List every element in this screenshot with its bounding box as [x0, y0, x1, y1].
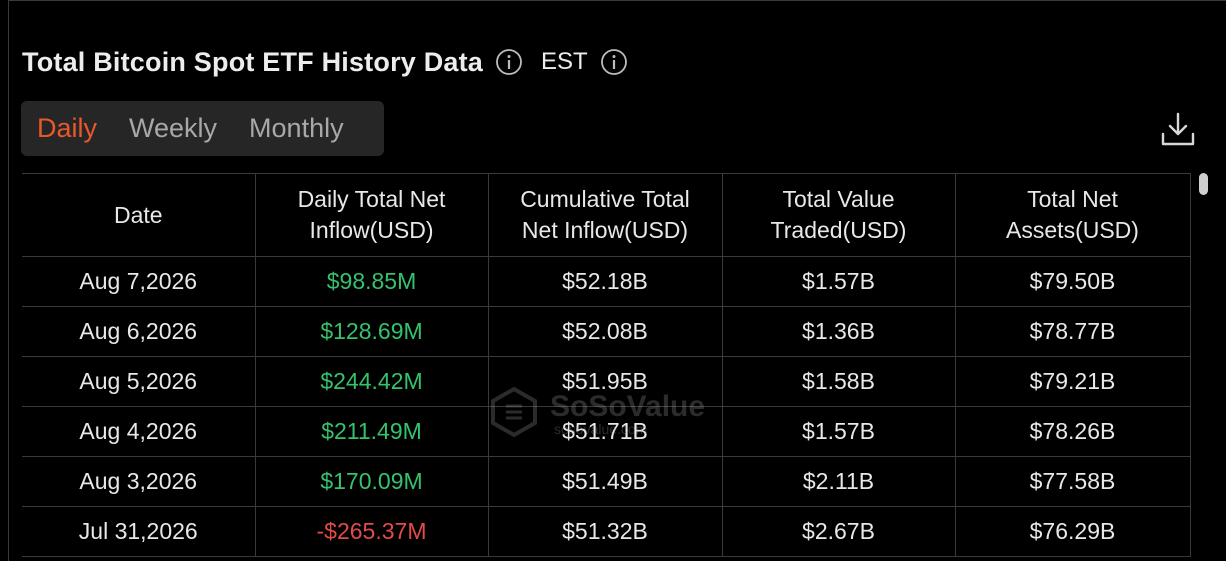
net-assets-cell: $79.50B [954, 256, 1191, 307]
table-row: Aug 7,2026 $98.85M $52.18B $1.57B $79.50… [22, 256, 1191, 307]
etf-history-table: Date Daily Total Net Inflow(USD) Cumulat… [22, 173, 1191, 557]
table-row: Aug 6,2026 $128.69M $52.08B $1.36B $78.7… [22, 306, 1191, 357]
timezone-info-icon[interactable] [600, 48, 628, 76]
cumulative-inflow-cell: $52.08B [487, 306, 723, 357]
period-tabs: Daily Weekly Monthly [21, 101, 384, 156]
table-row: Aug 5,2026 $244.42M $51.95B $1.58B $79.2… [22, 356, 1191, 407]
column-header-value-traded[interactable]: Total Value Traded(USD) [721, 173, 956, 257]
table-scrollbar-track[interactable] [1197, 173, 1209, 560]
daily-inflow-cell: $170.09M [254, 456, 489, 507]
panel-header: Total Bitcoin Spot ETF History Data EST [22, 42, 628, 82]
daily-inflow-cell: $98.85M [254, 256, 489, 307]
date-cell: Aug 7,2026 [22, 256, 256, 307]
etf-history-panel [8, 0, 1226, 561]
date-cell: Aug 5,2026 [22, 356, 256, 407]
value-traded-cell: $2.67B [721, 506, 956, 557]
daily-inflow-cell: $211.49M [254, 406, 489, 457]
cumulative-inflow-cell: $51.71B [487, 406, 723, 457]
table-row: Aug 3,2026 $170.09M $51.49B $2.11B $77.5… [22, 456, 1191, 507]
column-header-date[interactable]: Date [22, 173, 256, 257]
net-assets-cell: $77.58B [954, 456, 1191, 507]
column-header-cumulative-inflow[interactable]: Cumulative Total Net Inflow(USD) [487, 173, 723, 257]
info-icon[interactable] [495, 48, 523, 76]
page-title: Total Bitcoin Spot ETF History Data [22, 46, 484, 77]
daily-inflow-cell: $244.42M [254, 356, 489, 407]
cumulative-inflow-cell: $52.18B [487, 256, 723, 307]
value-traded-cell: $1.58B [721, 356, 956, 407]
timezone-label: EST [541, 48, 588, 75]
value-traded-cell: $2.11B [721, 456, 956, 507]
daily-inflow-cell: $128.69M [254, 306, 489, 357]
table-row: Aug 4,2026 $211.49M $51.71B $1.57B $78.2… [22, 406, 1191, 457]
net-assets-cell: $78.77B [954, 306, 1191, 357]
date-cell: Aug 4,2026 [22, 406, 256, 457]
value-traded-cell: $1.57B [721, 256, 956, 307]
table-row: Jul 31,2026 -$265.37M $51.32B $2.67B $76… [22, 506, 1191, 557]
net-assets-cell: $76.29B [954, 506, 1191, 557]
net-assets-cell: $78.26B [954, 406, 1191, 457]
net-assets-cell: $79.21B [954, 356, 1191, 407]
tab-weekly[interactable]: Weekly [129, 113, 218, 143]
cumulative-inflow-cell: $51.95B [487, 356, 723, 407]
value-traded-cell: $1.57B [721, 406, 956, 457]
tab-monthly[interactable]: Monthly [249, 113, 344, 143]
column-header-daily-inflow[interactable]: Daily Total Net Inflow(USD) [254, 173, 489, 257]
column-header-net-assets[interactable]: Total Net Assets(USD) [954, 173, 1191, 257]
table-scrollbar-thumb[interactable] [1199, 173, 1208, 195]
date-cell: Aug 3,2026 [22, 456, 256, 507]
cumulative-inflow-cell: $51.32B [487, 506, 723, 557]
date-cell: Jul 31,2026 [22, 506, 256, 557]
value-traded-cell: $1.36B [721, 306, 956, 357]
tab-daily[interactable]: Daily [37, 113, 98, 143]
download-icon[interactable] [1159, 110, 1197, 148]
date-cell: Aug 6,2026 [22, 306, 256, 357]
daily-inflow-cell: -$265.37M [254, 506, 489, 557]
cumulative-inflow-cell: $51.49B [487, 456, 723, 507]
table-header-row: Date Daily Total Net Inflow(USD) Cumulat… [22, 173, 1191, 257]
